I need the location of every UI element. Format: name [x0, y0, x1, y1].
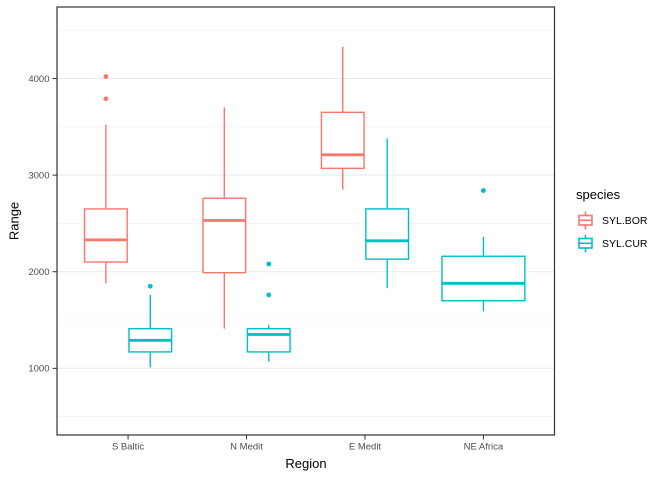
box-rect [320, 111, 365, 170]
box-group-SYL.BOR-E-Medit [320, 46, 365, 190]
boxplot-key-icon [578, 234, 593, 253]
box-rect [365, 208, 410, 260]
y-tick-label: 2000 [28, 267, 49, 278]
outlier-point [103, 74, 109, 79]
box-group-SYL.CUR-E-Medit [365, 138, 410, 289]
legend: species SYL.BOR SYL.CUR [576, 187, 648, 255]
outlier-point [481, 188, 486, 193]
box-rect [202, 197, 247, 274]
legend-label: SYL.BOR [602, 214, 648, 227]
box-rect [83, 208, 128, 263]
box-group-SYL.CUR-N-Medit [246, 261, 291, 362]
box-group-SYL.BOR-S-Baltic [83, 74, 128, 284]
outlier-point [266, 261, 272, 267]
outlier-point [103, 96, 109, 102]
box-rect [246, 328, 291, 353]
boxplot-key-icon [578, 211, 593, 230]
legend-entry-sylbor: SYL.BOR [576, 209, 648, 232]
legend-label: SYL.CUR [602, 237, 648, 250]
legend-title: species [576, 187, 621, 202]
y-tick-label: 3000 [28, 170, 49, 181]
x-tick-label: NE Africa [464, 442, 504, 453]
box-group-SYL.CUR-S-Baltic [128, 283, 173, 368]
panel-border [56, 6, 556, 436]
x-tick-label: N Medit [230, 442, 263, 453]
box-group-SYL.BOR-N-Medit [202, 107, 247, 329]
outlier-point [266, 292, 272, 298]
box-rect [441, 255, 526, 302]
y-tick-label: 1000 [28, 364, 49, 375]
outlier-point [147, 283, 153, 289]
y-axis-title: Range [6, 201, 22, 241]
x-axis-title: Region [285, 456, 327, 471]
x-tick-label: S Baltic [112, 442, 144, 453]
y-tick-label: 4000 [28, 74, 49, 85]
legend-entry-sylcur: SYL.CUR [576, 232, 648, 255]
x-tick-label: E Medit [349, 442, 382, 453]
box-group-SYL.CUR-NE-Africa [441, 188, 526, 312]
